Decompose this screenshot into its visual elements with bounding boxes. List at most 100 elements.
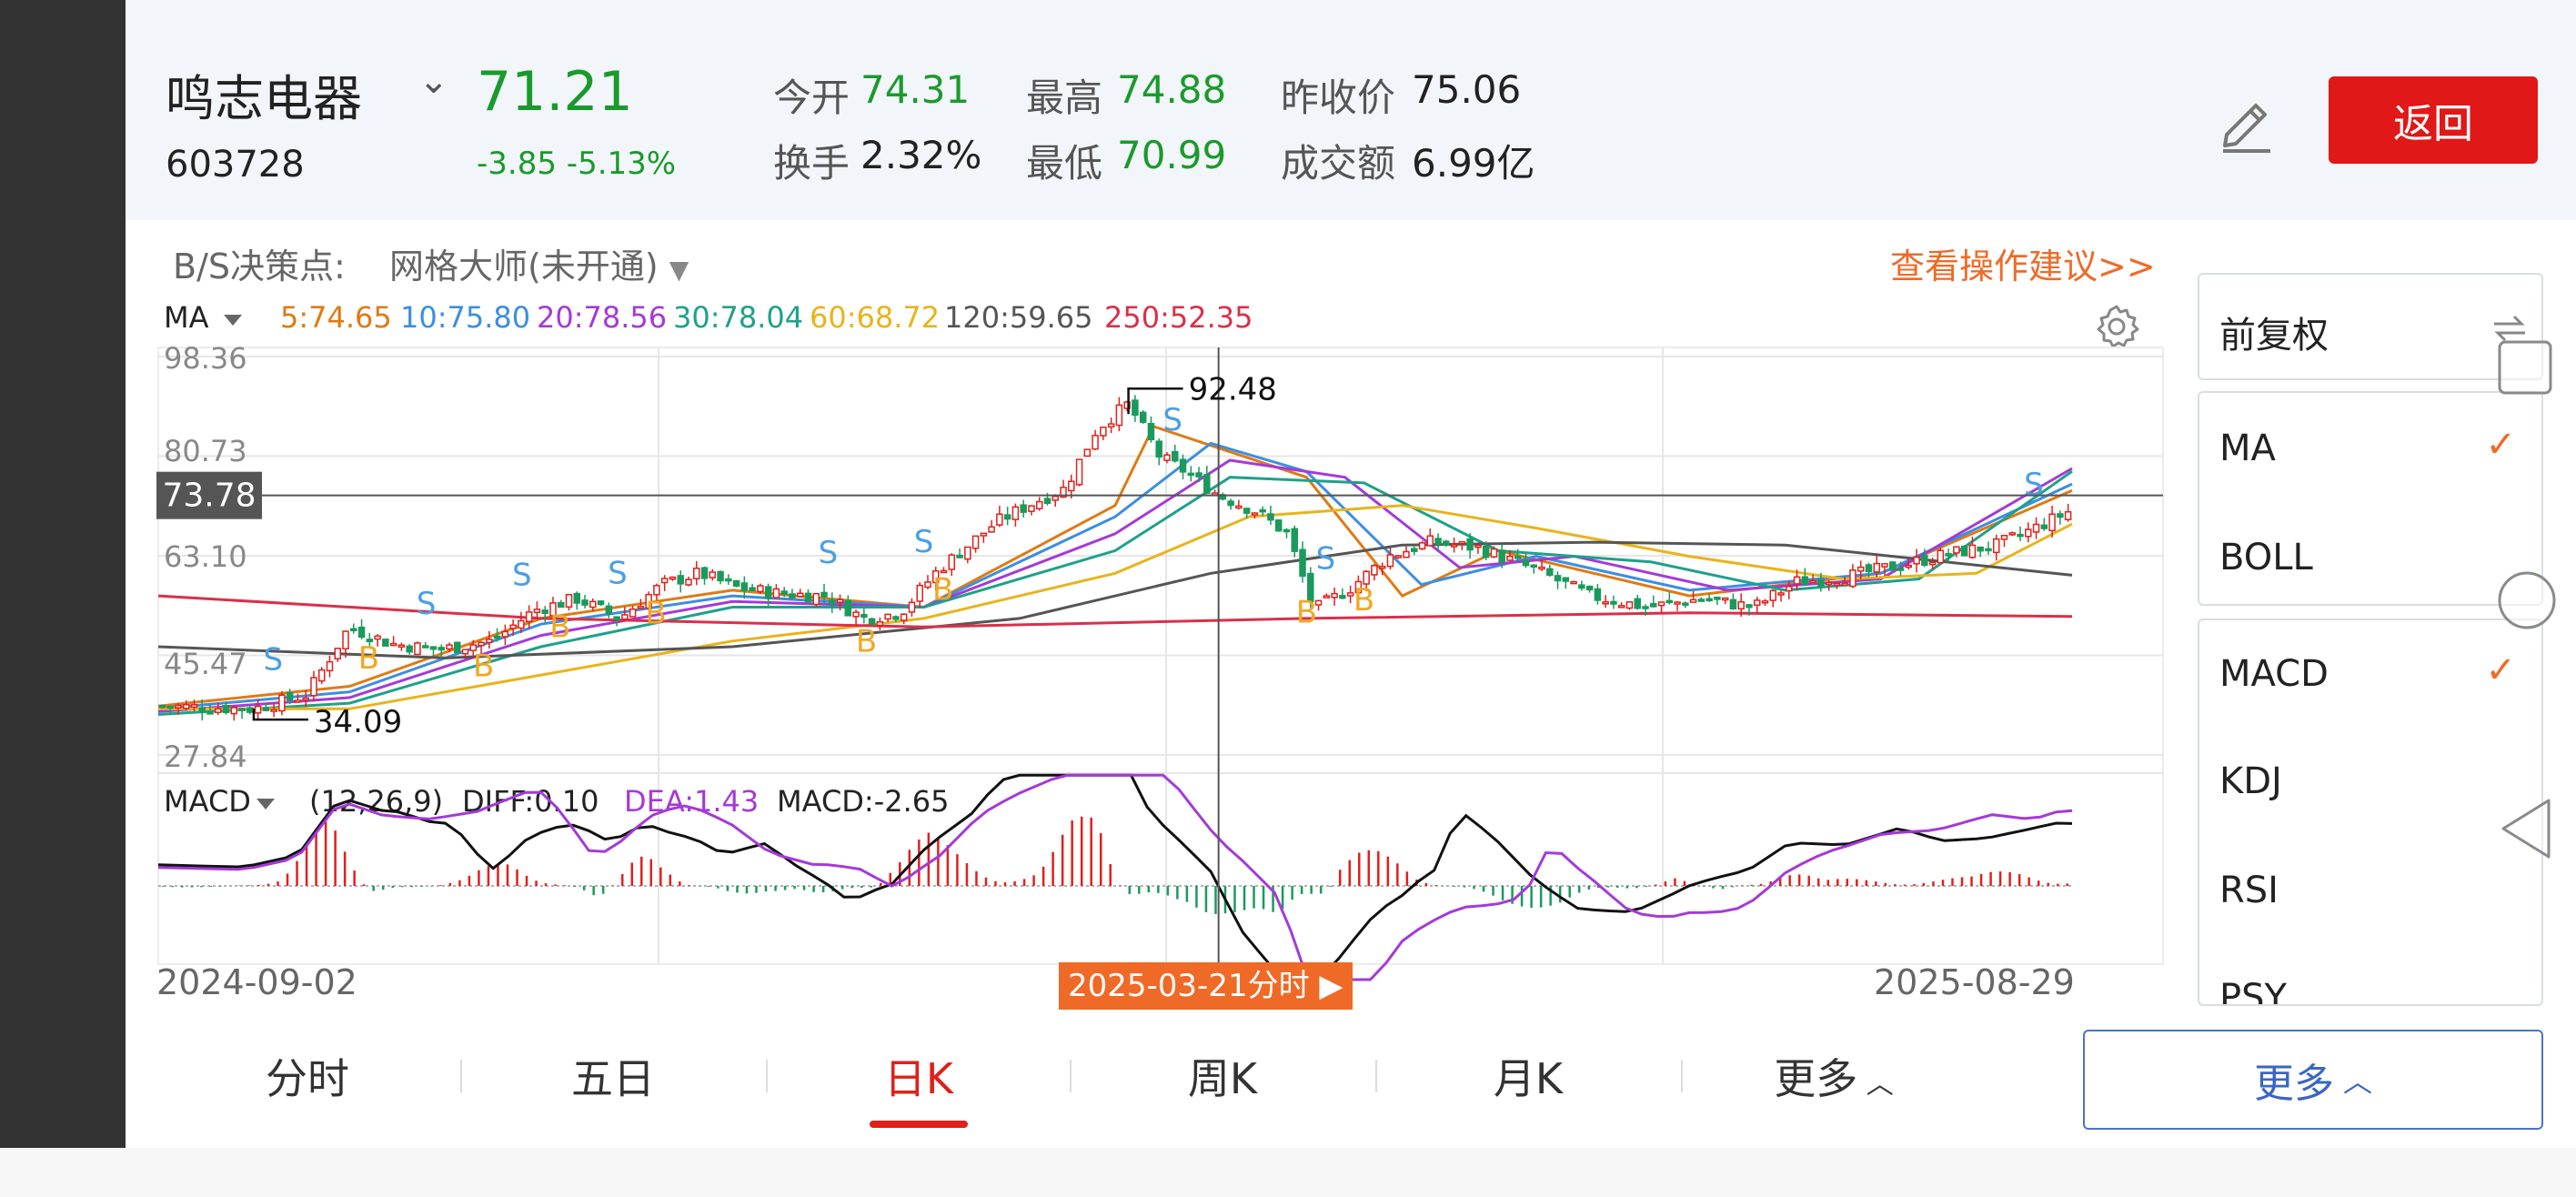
candle-body [230,707,238,715]
tab-more[interactable]: 更多 ︿ [1774,1054,1894,1103]
candle-body [1243,508,1251,514]
candle-body [1985,548,1992,552]
candle-body [1585,585,1594,591]
tab-yuek[interactable]: 月K [1493,1054,1564,1103]
tab-divider [1375,1060,1377,1092]
indicator-ma[interactable]: MA [2219,428,2276,469]
candle-body [1689,598,1697,603]
candle-body [454,641,461,653]
candle-body [1107,423,1115,428]
cursor-date-button[interactable]: 2025-03-21分时 ▶ [1059,962,1353,1010]
candle-body [1060,487,1067,498]
amount-label: 成交额 [1281,141,1396,186]
macd-dea-line [157,773,2073,981]
candle-body [1897,568,1905,571]
home-circle-icon[interactable] [2496,569,2558,631]
back-button[interactable]: 返回 [2329,76,2538,164]
buy-signal: B [549,609,570,645]
candle-body [1075,458,1083,486]
candle-body [1570,580,1577,585]
candle-body [206,711,214,715]
candle-body [1801,576,1809,586]
candle-body [749,587,756,591]
candle-body [1928,561,1937,566]
edit-pencil-icon[interactable] [2214,89,2279,155]
buy-signal: B [645,595,666,631]
candle-body [709,571,717,578]
candle-body [1753,599,1761,607]
candle-body [1522,559,1530,567]
candle-body [884,613,891,620]
candle-body [1746,604,1753,609]
candle-body [2025,528,2032,538]
candle-body [796,592,804,598]
indicator-rsi[interactable]: RSI [2219,870,2279,911]
gear-icon[interactable] [2092,302,2141,351]
tab-zhouk[interactable]: 周K [1187,1054,1258,1103]
price-change: -3.85 -5.13% [477,146,677,182]
candle-body [2064,511,2072,520]
price-axis-label: 45.47 [164,647,247,681]
indicator-psy[interactable]: PSY [2219,977,2287,1006]
candle-body [589,600,597,609]
candle-body [964,546,971,560]
ma-line-ma120 [157,540,2073,659]
candle-body [1028,505,1035,512]
indicator-macd[interactable]: MACD [2219,653,2329,695]
candle-body [597,600,605,606]
candle-body [916,584,923,602]
prev-close-label: 昨收价 [1281,75,1396,120]
candle-body [685,578,692,586]
quote-header: 鸣志电器 ⌄ 603728 71.21 -3.85 -5.13% 今开 74.3… [126,0,2576,220]
ma-legend-label: MA [164,300,209,335]
bottom-strip [0,1148,2576,1197]
open-label: 今开 [773,75,850,120]
crosshair-price-tag [156,471,262,519]
chevron-down-icon[interactable]: ⌄ [418,60,449,102]
price-axis-label: 80.73 [164,434,247,468]
ma-line-ma5 [157,424,2073,708]
recents-square-icon[interactable] [2496,338,2554,397]
candle-body [1227,500,1234,507]
adjust-box[interactable]: 前复权 [2198,273,2543,380]
back-triangle-icon[interactable] [2498,797,2554,860]
candle-body [1132,399,1139,416]
bs-strategy-select[interactable]: 网格大师(未开通) ▼ [389,246,689,287]
candle-body [1035,500,1043,509]
candle-body [581,599,589,606]
candle-body [1203,474,1211,494]
candle-body [940,569,948,574]
kline-chart[interactable]: MA 5:74.65 10:75.80 20:78.56 30:78.04 60:68.7… [0,0,2576,1148]
candle-body [1538,566,1545,570]
dropdown-triangle-icon [224,315,242,326]
swap-arrows-icon[interactable] [2489,307,2531,349]
candle-body [1378,565,1386,569]
indicator-kdj[interactable]: KDJ [2219,760,2282,802]
turnover-label: 换手 [773,141,850,186]
view-advice-link[interactable]: 查看操作建议>> [1890,246,2156,287]
candle-body [1466,538,1474,551]
stock-name[interactable]: 鸣志电器 [166,70,362,127]
ma-legend-item: 20:78.56 [537,300,667,335]
active-tab-underline [870,1121,968,1128]
candle-body [660,578,669,584]
candle-body [629,608,637,618]
candle-body [198,707,206,713]
turnover-value: 2.32% [860,133,982,177]
more-button[interactable]: 更多 ︿ [2083,1030,2543,1130]
candle-body [1610,600,1617,605]
candle-body [1833,582,1841,586]
tab-fenshi[interactable]: 分时 [266,1054,349,1103]
candle-body [310,677,317,697]
candle-body [868,618,876,625]
candle-body [1354,580,1363,594]
check-icon: ✓ [2485,649,2516,691]
tab-wuri[interactable]: 五日 [571,1054,655,1103]
buy-signal: B [932,572,953,609]
sell-signal: S [2024,467,2044,503]
indicator-boll[interactable]: BOLL [2219,537,2313,578]
tab-rik[interactable]: 日K [883,1054,954,1103]
candle-body [1307,572,1314,603]
candle-body [525,611,533,623]
candle-body [1634,598,1641,609]
